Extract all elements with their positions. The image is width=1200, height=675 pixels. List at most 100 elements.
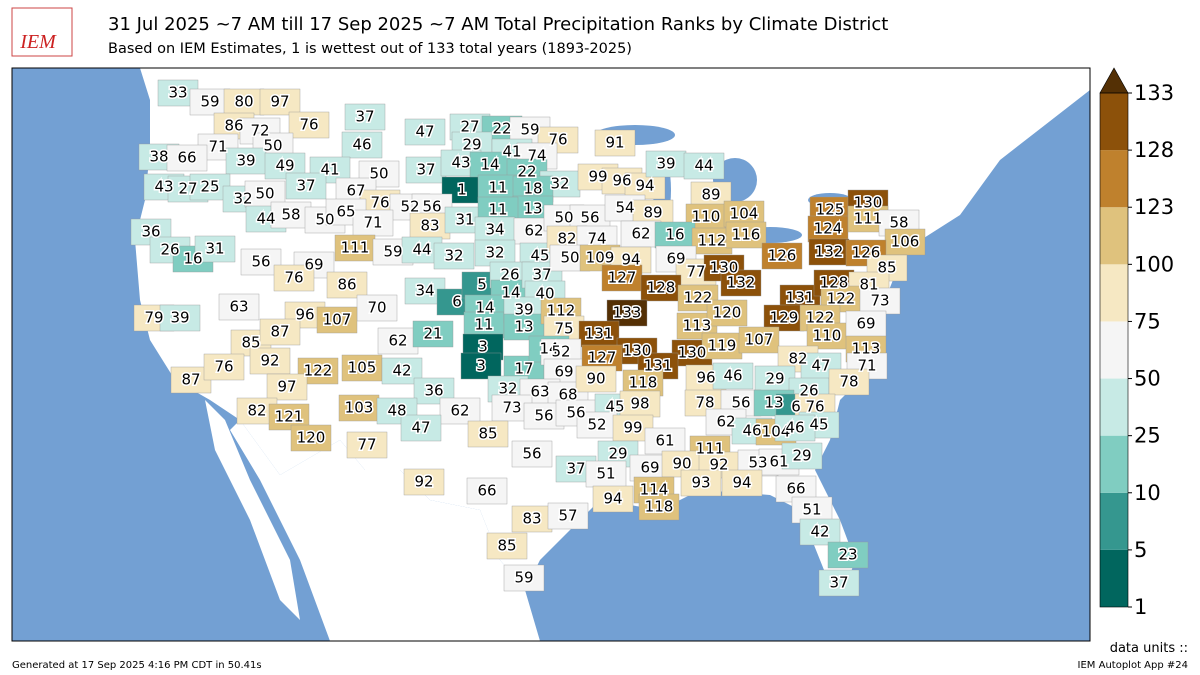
district-label: 96 (612, 172, 631, 190)
district-label: 61 (655, 432, 674, 450)
district (439, 397, 481, 425)
district-label: 89 (643, 204, 662, 222)
district (159, 304, 201, 332)
colorbar-tick-label: 5 (1134, 538, 1147, 562)
district-label: 31 (455, 211, 474, 229)
district-label: 111 (696, 440, 725, 458)
district-label: 6 (791, 398, 801, 416)
district (503, 564, 545, 592)
district-label: 82 (557, 230, 576, 248)
district-label: 113 (852, 340, 881, 358)
colorbar-tick-label: 75 (1134, 309, 1161, 333)
district-label: 85 (241, 334, 260, 352)
district-label: 86 (224, 117, 243, 135)
colorbar-bin (1100, 150, 1128, 208)
district-label: 13 (523, 200, 542, 218)
colorbar-tick-label: 1 (1134, 595, 1147, 619)
district (266, 373, 308, 401)
district-label: 120 (297, 429, 326, 447)
district (466, 477, 508, 505)
colorbar: 1 5 10 25 50 75 100 123 128 133 (1099, 67, 1174, 619)
district-label: 16 (665, 226, 684, 244)
colorbar-bin (1100, 549, 1128, 607)
district-label: 3 (476, 357, 486, 375)
district-label: 66 (786, 480, 805, 498)
colorbar-tick-label: 50 (1134, 367, 1161, 391)
district-label: 96 (696, 369, 715, 387)
district-label: 52 (551, 343, 570, 361)
district (547, 502, 589, 530)
district (288, 111, 330, 139)
district (189, 88, 231, 116)
district (341, 354, 383, 382)
district-label: 26 (160, 241, 179, 259)
district (827, 541, 869, 569)
district-label: 47 (411, 419, 430, 437)
colorbar-bin (1100, 435, 1128, 493)
district-label: 29 (765, 370, 784, 388)
district-label: 21 (423, 325, 442, 343)
district-label: 37 (532, 266, 551, 284)
district-label: 14 (501, 284, 520, 302)
district (763, 304, 805, 332)
district-label: 89 (701, 186, 720, 204)
district-label: 50 (263, 137, 282, 155)
district-label: 14 (539, 340, 558, 358)
logo-box (11, 7, 73, 57)
district-label: 56 (422, 198, 441, 216)
district-label: 29 (462, 136, 481, 154)
district (638, 493, 680, 521)
district (273, 264, 315, 292)
district-label: 85 (877, 259, 896, 277)
district-label: 121 (275, 408, 304, 426)
district (249, 347, 291, 375)
district-label: 114 (640, 481, 669, 499)
district-label: 104 (762, 423, 791, 441)
district (203, 353, 245, 381)
district-label: 74 (527, 147, 546, 165)
district (720, 269, 762, 297)
district (474, 216, 516, 244)
district-label: 52 (400, 198, 419, 216)
district (400, 414, 442, 442)
district-label: 119 (708, 337, 737, 355)
district (640, 274, 682, 302)
district (377, 327, 419, 355)
district (774, 414, 816, 442)
district-label: 76 (284, 269, 303, 287)
district-label: 118 (629, 374, 658, 392)
title: 31 Jul 2025 ~7 AM till 17 Sep 2025 ~7 AM… (108, 14, 888, 35)
district (405, 156, 447, 184)
district-label: 131 (786, 289, 815, 307)
district-label: 92 (709, 456, 728, 474)
footer-right: IEM Autoplot App #24 (1078, 660, 1188, 671)
district (403, 468, 445, 496)
district-label: 122 (684, 289, 713, 307)
district-label: 13 (514, 318, 533, 336)
district (619, 390, 661, 418)
district-label: 127 (608, 269, 637, 287)
district-label: 107 (745, 331, 774, 349)
district-label: 127 (588, 349, 617, 367)
district-label: 113 (683, 317, 712, 335)
district-label: 122 (304, 362, 333, 380)
district-label: 71 (208, 138, 227, 156)
district (738, 326, 780, 354)
district (290, 424, 332, 452)
district-label: 77 (686, 263, 705, 281)
district-label: 132 (815, 243, 844, 261)
district-label: 50 (369, 165, 388, 183)
district-label: 11 (488, 179, 507, 197)
district-label: 56 (251, 253, 270, 271)
district-label: 62 (450, 402, 469, 420)
district-label: 65 (336, 203, 355, 221)
district-label: 79 (144, 309, 163, 327)
district (578, 320, 620, 348)
district-label: 62 (524, 222, 543, 240)
district-label: 126 (768, 247, 797, 265)
district-label: 11 (488, 201, 507, 219)
district-label: 32 (550, 175, 569, 193)
colorbar-tick-label: 123 (1134, 195, 1174, 219)
district-label: 90 (586, 370, 605, 388)
